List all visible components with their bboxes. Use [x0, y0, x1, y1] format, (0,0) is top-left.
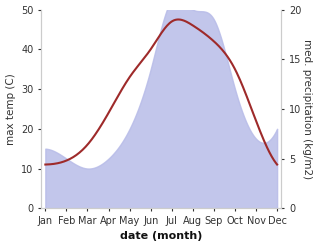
Y-axis label: max temp (C): max temp (C) [5, 73, 16, 145]
X-axis label: date (month): date (month) [120, 231, 203, 242]
Y-axis label: med. precipitation (kg/m2): med. precipitation (kg/m2) [302, 39, 313, 179]
